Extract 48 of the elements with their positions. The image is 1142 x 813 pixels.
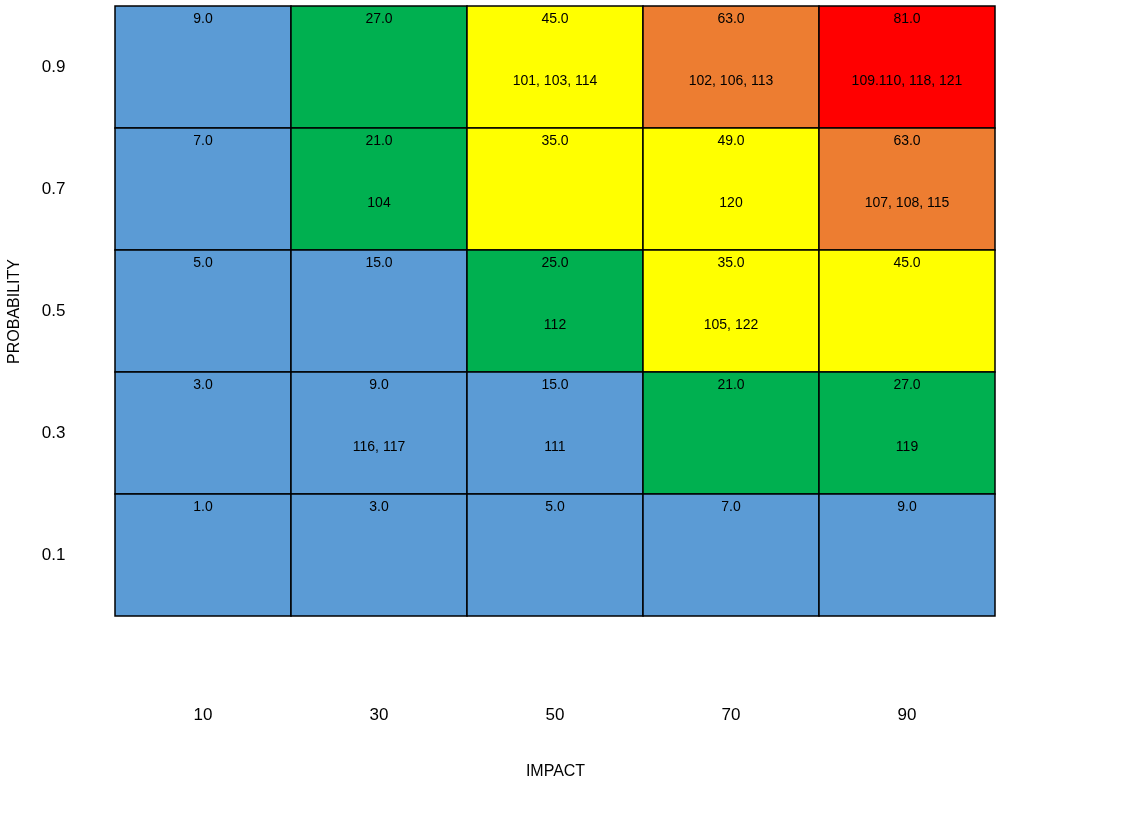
annotation: 101, 103, 114 — [512, 72, 598, 88]
x-axis-title: IMPACT — [525, 761, 586, 779]
data-label: 15.0 — [365, 254, 393, 270]
data-label: 45.0 — [541, 10, 569, 26]
data-label: 15.0 — [541, 376, 569, 392]
data-label: 45.0 — [893, 254, 921, 270]
data-label: 35.0 — [717, 254, 745, 270]
data-label: 5.0 — [193, 254, 213, 270]
data-label: 63.0 — [893, 132, 921, 148]
annotation: 120 — [719, 194, 743, 210]
annotation: 105, 122 — [703, 316, 759, 332]
x-tick-label: 30 — [369, 704, 389, 724]
y-axis-title: PROBABILITY — [4, 258, 22, 364]
x-tick-label: 50 — [545, 704, 565, 724]
data-label: 3.0 — [193, 376, 213, 392]
data-label: 5.0 — [545, 498, 565, 514]
annotation: 107, 108, 115 — [864, 194, 950, 210]
data-label: 9.0 — [897, 498, 917, 514]
annotation: 102, 106, 113 — [688, 72, 774, 88]
data-label: 49.0 — [717, 132, 745, 148]
annotation: 116, 117 — [352, 438, 406, 454]
data-label: 81.0 — [893, 10, 921, 26]
data-label: 25.0 — [541, 254, 569, 270]
y-tick-label: 0.5 — [41, 301, 66, 320]
data-label: 35.0 — [541, 132, 569, 148]
x-tick-label: 10 — [193, 704, 213, 724]
data-label: 63.0 — [717, 10, 745, 26]
annotation: 112 — [543, 316, 567, 332]
data-label: 3.0 — [369, 498, 389, 514]
data-label: 7.0 — [193, 132, 213, 148]
annotation: 104 — [367, 194, 391, 210]
data-label: 9.0 — [193, 10, 213, 26]
annotation: 119 — [895, 438, 919, 454]
data-label: 9.0 — [369, 376, 389, 392]
data-label: 7.0 — [721, 498, 741, 514]
annotation: 111 — [544, 438, 566, 454]
data-label: 27.0 — [893, 376, 921, 392]
data-label: 21.0 — [717, 376, 745, 392]
x-tick-label: 90 — [897, 704, 917, 724]
data-label: 1.0 — [193, 498, 213, 514]
y-tick-label: 0.3 — [41, 423, 66, 442]
x-tick-label: 70 — [721, 704, 741, 724]
data-label: 27.0 — [365, 10, 393, 26]
y-tick-label: 0.1 — [41, 545, 66, 564]
y-tick-label: 0.7 — [41, 179, 66, 198]
annotation: 109.110, 118, 121 — [851, 72, 963, 88]
y-tick-label: 0.9 — [41, 57, 66, 76]
data-label: 21.0 — [365, 132, 393, 148]
